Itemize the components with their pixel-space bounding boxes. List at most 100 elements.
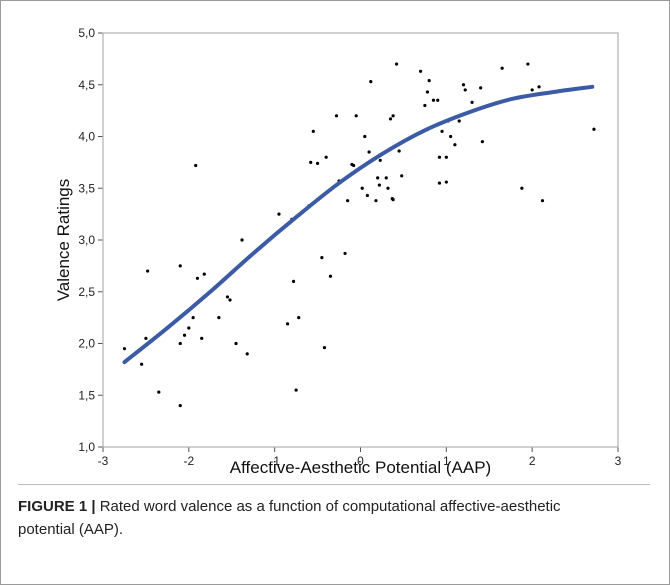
y-axis-title: Valence Ratings: [54, 179, 73, 302]
scatter-point: [592, 127, 596, 131]
scatter-point: [240, 238, 244, 242]
x-tick-label: 2: [529, 454, 536, 468]
scatter-point: [377, 183, 381, 187]
scatter-point: [537, 85, 541, 89]
scatter-point: [431, 98, 436, 102]
scatter-point: [309, 160, 313, 164]
scatter-point: [122, 347, 127, 351]
scatter-point: [479, 86, 483, 90]
x-tick-label: 3: [615, 454, 622, 468]
x-axis-title: Affective-Aesthetic Potential (AAP): [230, 458, 491, 477]
scatter-point: [178, 341, 182, 346]
y-tick-label: 4,5: [78, 78, 95, 92]
scatter-point: [425, 90, 430, 94]
scatter-point: [418, 69, 423, 73]
scatter-points: [122, 62, 596, 408]
y-tick-label: 2,0: [78, 337, 95, 351]
scatter-point: [322, 346, 327, 350]
caption-label: FIGURE 1 |: [18, 498, 96, 515]
scatter-point: [394, 62, 399, 66]
scatter-point: [520, 186, 524, 190]
scatter-point: [194, 163, 198, 168]
scatter-point: [334, 114, 339, 118]
scatter-point: [343, 251, 347, 256]
scatter-point: [391, 114, 395, 118]
plot-area-border: [102, 32, 619, 448]
scatter-point: [225, 295, 230, 299]
scatter-point: [178, 404, 182, 408]
y-tick-label: 1,0: [78, 440, 95, 454]
y-tick-label: 1,5: [78, 388, 95, 402]
scatter-point: [526, 62, 530, 66]
fit-curve: [122, 84, 595, 365]
y-tick-label: 4,0: [78, 130, 95, 144]
y-tick-label: 3,5: [78, 181, 95, 195]
scatter-point: [365, 193, 369, 198]
scatter-point: [311, 129, 315, 133]
scatter-chart: 1,0 1,5 2,0 2,5 3,0 3,5 4,0 4,5 5,0 -3 -2 -1 0 1 2 3 A…: [54, 26, 622, 477]
scatter-point: [363, 134, 367, 139]
x-axis-ticks: -3 -2 -1 0 1 2 3: [98, 447, 622, 468]
x-tick-label: -3: [98, 454, 109, 468]
y-tick-label: 3,0: [78, 233, 95, 247]
scatter-point: [369, 80, 373, 84]
y-tick-label: 5,0: [78, 26, 95, 40]
scatter-point: [540, 199, 545, 203]
scatter-point: [228, 298, 232, 302]
scatter-point: [437, 181, 442, 185]
x-tick-label: 1: [443, 454, 450, 468]
scatter-point: [217, 316, 221, 320]
scatter-point: [277, 212, 281, 216]
scatter-point: [423, 103, 427, 108]
y-axis-ticks: 1,0 1,5 2,0 2,5 3,0 3,5 4,0 4,5 5,0: [78, 26, 103, 454]
scatter-point: [360, 186, 364, 190]
scatter-point: [320, 255, 324, 260]
scatter-point: [388, 117, 393, 121]
scatter-point: [182, 333, 187, 337]
scatter-point: [234, 341, 238, 346]
scatter-point: [354, 114, 358, 118]
x-tick-label: -2: [183, 454, 194, 468]
scatter-point: [291, 279, 296, 283]
scatter-point: [367, 150, 371, 154]
scatter-point: [436, 98, 440, 102]
scatter-point: [178, 264, 182, 268]
scatter-point: [200, 336, 204, 340]
scatter-point: [195, 276, 200, 280]
scatter-point: [386, 186, 390, 190]
scatter-point: [457, 119, 461, 123]
scatter-point: [440, 129, 444, 133]
scatter-point: [444, 155, 448, 159]
scatter-point: [449, 134, 453, 139]
scatter-point: [324, 155, 328, 159]
scatter-point: [427, 79, 431, 83]
scatter-point: [202, 272, 206, 276]
caption-divider: [18, 484, 650, 485]
scatter-point: [397, 149, 401, 153]
scatter-point: [285, 322, 290, 326]
x-tick-label: 0: [357, 454, 364, 468]
scatter-point: [294, 388, 298, 392]
scatter-point: [391, 198, 395, 202]
scatter-point: [297, 316, 301, 320]
scatter-point: [146, 269, 150, 273]
scatter-point: [453, 143, 457, 147]
scatter-point: [346, 199, 350, 203]
scatter-point: [470, 100, 474, 104]
scatter-point: [140, 362, 144, 366]
figure-caption: FIGURE 1 | Rated word valence as a funct…: [18, 495, 578, 541]
scatter-point: [378, 158, 382, 162]
scatter-point: [157, 390, 161, 394]
scatter-point: [463, 88, 467, 92]
x-tick-label: -1: [269, 454, 280, 468]
scatter-point: [400, 174, 404, 178]
scatter-point: [352, 163, 356, 168]
scatter-point: [480, 140, 484, 144]
y-tick-label: 2,5: [78, 285, 95, 299]
scatter-point: [384, 176, 388, 180]
scatter-point: [245, 352, 249, 356]
scatter-point: [328, 274, 333, 278]
scatter-point: [315, 161, 320, 166]
caption-text: Rated word valence as a function of comp…: [18, 498, 561, 538]
